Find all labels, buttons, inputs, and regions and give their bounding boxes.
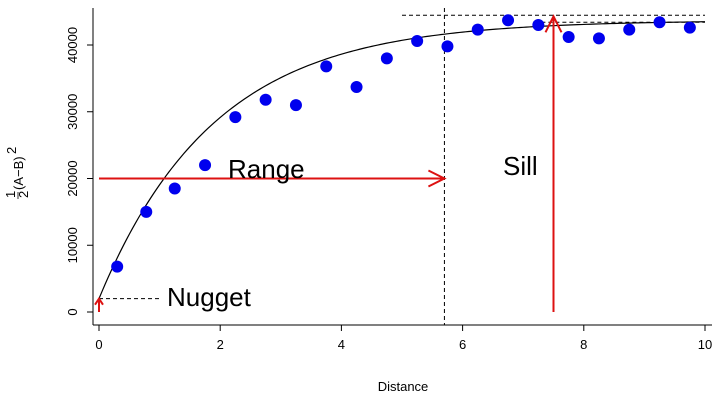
- y-axis-title-expr: (A−B): [11, 156, 26, 190]
- y-tick-label: 20000: [65, 160, 80, 196]
- sill-arrow-head: [544, 14, 563, 33]
- data-point: [683, 21, 696, 34]
- reference-lines: [99, 8, 705, 325]
- data-point: [229, 111, 242, 124]
- range-arrow-head: [427, 169, 447, 188]
- data-point: [199, 159, 212, 172]
- data-point: [502, 14, 515, 27]
- data-point: [140, 205, 153, 218]
- data-points: [111, 14, 696, 273]
- axes: 0 2 4 6 8 10 0 10000 20000 30000 40000: [65, 8, 712, 352]
- data-point: [289, 99, 302, 112]
- data-point: [592, 32, 605, 45]
- data-point: [320, 60, 333, 73]
- nugget-label: Nugget: [167, 282, 252, 312]
- data-point: [441, 40, 454, 53]
- y-tick-label: 10000: [65, 227, 80, 263]
- y-tick-label: 30000: [65, 94, 80, 130]
- data-point: [411, 34, 424, 47]
- y-axis-title-den: 2: [16, 191, 31, 198]
- sill-label: Sill: [503, 151, 538, 181]
- x-tick-label: 8: [580, 337, 587, 352]
- data-point: [562, 30, 575, 43]
- data-point: [168, 182, 181, 195]
- data-point: [111, 260, 124, 273]
- nugget-arrow-head: [94, 296, 104, 306]
- data-point: [471, 23, 484, 36]
- x-tick-label: 2: [217, 337, 224, 352]
- x-tick-label: 0: [95, 337, 102, 352]
- data-point: [653, 16, 666, 29]
- x-axis-title: Distance: [378, 379, 429, 394]
- annotation-arrows: [94, 14, 563, 312]
- x-tick-label: 6: [459, 337, 466, 352]
- data-point: [623, 23, 636, 36]
- x-tick-label: 4: [338, 337, 345, 352]
- range-label: Range: [228, 154, 305, 184]
- data-point: [350, 81, 363, 94]
- data-point: [380, 52, 393, 65]
- y-tick-label: 40000: [65, 27, 80, 63]
- y-axis-title-num: 1: [3, 191, 18, 198]
- data-point: [532, 18, 545, 31]
- model-curve: [98, 21, 706, 299]
- y-tick-label: 0: [65, 308, 80, 315]
- data-point: [259, 93, 272, 106]
- x-tick-label: 10: [698, 337, 712, 352]
- y-axis-title-sup: 2: [4, 147, 19, 154]
